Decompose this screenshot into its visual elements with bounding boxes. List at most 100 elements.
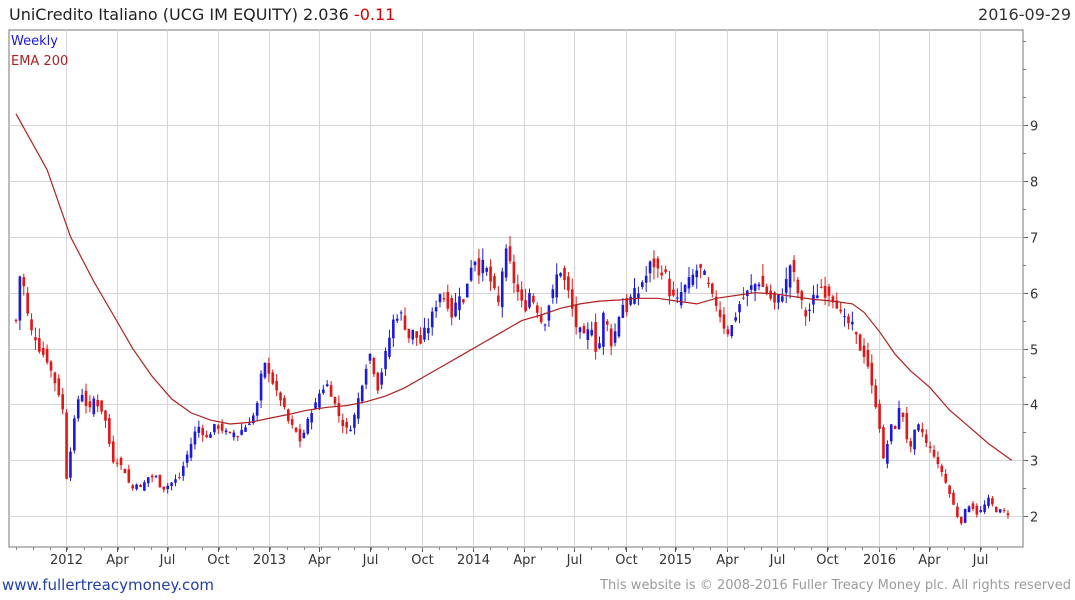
- candle-up: [209, 434, 212, 438]
- candle-down: [100, 400, 103, 412]
- candle-down: [123, 468, 127, 474]
- candle-down: [847, 316, 850, 324]
- candle-down: [1006, 513, 1010, 516]
- candle-down: [49, 361, 53, 371]
- candle-up: [590, 329, 594, 336]
- candle-down: [201, 427, 205, 436]
- candle-down: [870, 362, 874, 386]
- candle-down: [862, 345, 866, 357]
- candle-down: [539, 314, 543, 323]
- candle-up: [679, 292, 683, 306]
- candle-up: [465, 283, 469, 298]
- candle-down: [158, 474, 162, 488]
- candle-down: [952, 492, 955, 505]
- y-tick-label: 2: [1030, 511, 1038, 526]
- x-tick-label: Jul: [972, 553, 989, 568]
- candle-up: [983, 504, 986, 512]
- candle-down: [131, 485, 134, 489]
- candle-up: [306, 418, 310, 434]
- candle-down: [948, 485, 951, 494]
- candle-up: [423, 327, 426, 340]
- candle-down: [283, 397, 286, 408]
- candle-down: [609, 328, 613, 347]
- candle-up: [633, 287, 636, 304]
- candle-down: [742, 297, 745, 299]
- candle-up: [730, 325, 734, 337]
- candle-up: [146, 477, 150, 484]
- candle-down: [605, 321, 609, 325]
- candle-up: [987, 497, 990, 506]
- candle-down: [57, 378, 61, 396]
- candle-down: [45, 348, 49, 363]
- candle-down: [115, 462, 119, 464]
- x-tick-label: Jul: [566, 553, 583, 568]
- candle-down: [271, 372, 275, 384]
- candle-up: [135, 484, 138, 490]
- x-tick-label: 2012: [50, 553, 83, 568]
- candle-up: [240, 429, 243, 435]
- candle-down: [994, 507, 998, 513]
- candle-down: [139, 484, 142, 488]
- candle-down: [722, 314, 726, 329]
- candle-up: [808, 309, 811, 312]
- candle-down: [570, 289, 574, 309]
- x-tick-label: Apr: [513, 553, 536, 568]
- candle-down: [294, 427, 298, 432]
- candle-up: [851, 321, 854, 325]
- candle-up: [438, 294, 442, 303]
- candle-down: [726, 329, 730, 335]
- candle-down: [932, 450, 936, 457]
- candle-down: [823, 286, 827, 298]
- candle-up: [154, 476, 158, 478]
- candle-down: [462, 299, 465, 303]
- candle-down: [30, 319, 33, 331]
- candle-down: [718, 309, 722, 318]
- candle-up: [683, 285, 687, 293]
- candle-up: [777, 295, 780, 303]
- candle-up: [302, 432, 306, 439]
- candle-down: [111, 441, 115, 463]
- candle-up: [734, 317, 737, 321]
- candle-up: [473, 261, 477, 266]
- candle-up: [586, 329, 590, 340]
- candle-down: [944, 473, 948, 483]
- title-change: -0.11: [353, 5, 396, 24]
- candle-up: [676, 297, 679, 299]
- candle-down: [119, 457, 123, 466]
- candle-up: [637, 293, 640, 298]
- candle-down: [792, 260, 796, 272]
- site-link[interactable]: www.fullertreacymoney.com: [2, 576, 215, 594]
- candle-down: [493, 276, 496, 288]
- candle-down: [761, 275, 765, 287]
- candle-up: [360, 385, 364, 402]
- candle-up: [621, 304, 625, 318]
- candle-up: [886, 444, 889, 464]
- candle-up: [485, 268, 488, 272]
- candle-down: [574, 304, 578, 328]
- candle-down: [711, 283, 714, 294]
- candle-down: [769, 290, 772, 299]
- candle-up: [598, 343, 601, 349]
- candle-down: [216, 425, 220, 429]
- candle-down: [1002, 509, 1006, 511]
- candle-down: [532, 296, 535, 303]
- candle-up: [73, 418, 76, 451]
- candle-up: [648, 261, 652, 274]
- candle-up: [388, 337, 391, 357]
- candle-up: [143, 482, 146, 491]
- plot-area: [8, 29, 1024, 548]
- candle-down: [127, 469, 131, 483]
- candle-up: [784, 279, 788, 293]
- legend-ema: EMA 200: [11, 54, 68, 69]
- candle-down: [275, 380, 278, 391]
- x-tick-label: Jul: [769, 553, 786, 568]
- candle-down: [524, 300, 527, 312]
- candle-down: [921, 428, 924, 433]
- candle-up: [547, 305, 551, 321]
- candle-down: [866, 350, 870, 367]
- candle-up: [384, 350, 387, 370]
- candle-up: [92, 398, 96, 415]
- candle-down: [940, 465, 944, 472]
- candle-up: [543, 324, 547, 326]
- candle-down: [672, 289, 675, 296]
